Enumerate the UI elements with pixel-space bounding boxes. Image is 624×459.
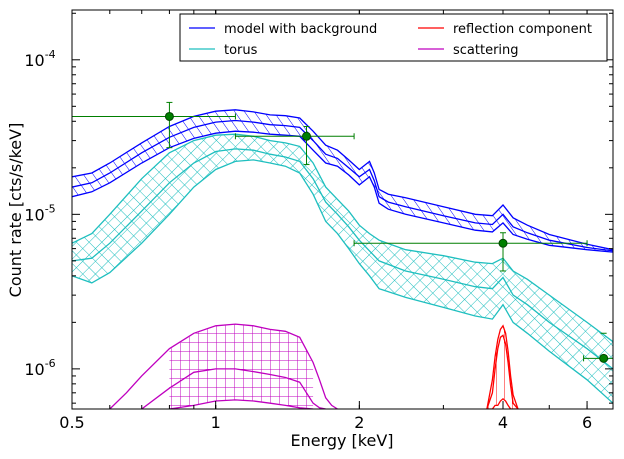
band-model-with-background xyxy=(72,109,613,253)
series-layer xyxy=(72,109,613,409)
legend-label-scattering: scattering xyxy=(453,43,519,58)
plot-frame xyxy=(71,9,614,410)
line-model-with-background-value xyxy=(72,119,613,252)
x-tick-label: 1 xyxy=(211,413,221,432)
x-tick-label: 0.5 xyxy=(59,413,84,432)
y-tick-label: 10-5 xyxy=(24,202,55,224)
legend-frame xyxy=(179,13,608,62)
line-torus-lower xyxy=(72,159,613,404)
legend-entry-torus: torus xyxy=(189,43,258,58)
data-marker xyxy=(498,238,508,248)
legend-entry-reflection-component: reflection component xyxy=(418,22,592,37)
band-reflection-component xyxy=(486,325,518,409)
line-scattering-value xyxy=(141,368,326,409)
series-torus xyxy=(72,133,613,404)
data-point-2 xyxy=(234,126,355,166)
line-scattering-lower xyxy=(169,399,314,409)
legend-entry-scattering: scattering xyxy=(418,43,519,58)
legend-label-reflection-component: reflection component xyxy=(453,22,592,37)
series-reflection-component xyxy=(486,324,519,409)
series-scattering xyxy=(109,323,338,409)
x-axis-label: Energy [keV] xyxy=(290,431,393,450)
y-tick-label: 10-6 xyxy=(24,357,55,379)
data-point-1 xyxy=(72,101,236,149)
x-tick-label: 2 xyxy=(354,413,364,432)
y-axis: 10-6 10-5 10-4 xyxy=(24,12,613,404)
data-points-layer xyxy=(72,101,613,363)
legend-label-torus: torus xyxy=(224,43,258,58)
band-scattering xyxy=(169,324,314,409)
line-torus-value xyxy=(72,148,613,370)
line-reflection-component-value xyxy=(486,334,519,409)
data-marker xyxy=(164,111,174,121)
x-tick-label: 6 xyxy=(582,413,592,432)
y-tick-label: 10-4 xyxy=(24,48,55,70)
data-point-4 xyxy=(583,332,613,363)
band-torus xyxy=(72,134,613,404)
x-tick-label: 4 xyxy=(498,413,508,432)
line-reflection-component-upper xyxy=(486,324,519,409)
line-reflection-component-lower xyxy=(486,397,518,409)
data-point-3 xyxy=(353,232,588,272)
plot-area xyxy=(71,9,614,410)
x-axis: 0.5 1 2 4 6 xyxy=(59,10,592,432)
y-axis-label: Count rate [cts/s/keV] xyxy=(6,123,25,298)
data-marker xyxy=(302,131,312,141)
line-torus-upper xyxy=(72,133,613,343)
data-marker xyxy=(599,353,609,363)
legend: model with background reflection compone… xyxy=(179,13,608,62)
legend-label-model-with-background: model with background xyxy=(224,22,377,37)
line-scattering-upper xyxy=(109,323,338,409)
line-model-with-background-lower xyxy=(72,130,613,253)
legend-entry-model-with-background: model with background xyxy=(189,22,377,37)
